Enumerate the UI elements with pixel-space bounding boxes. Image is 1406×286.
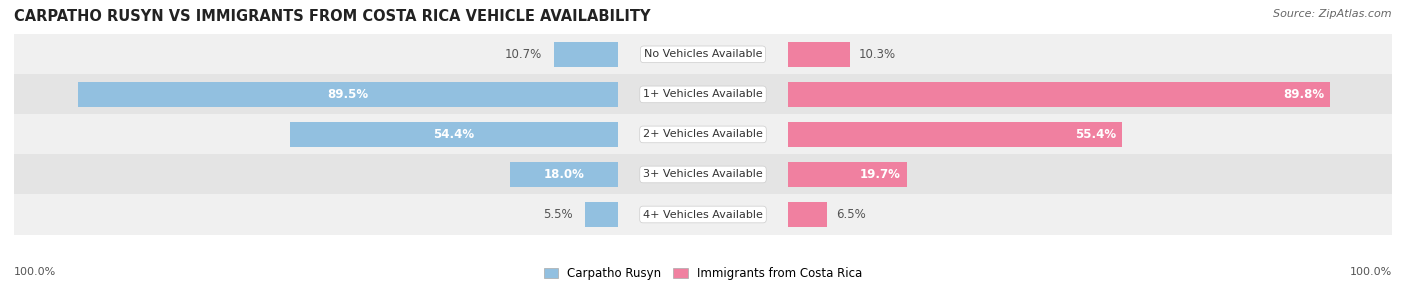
- Bar: [787, 82, 1330, 107]
- Text: 6.5%: 6.5%: [837, 208, 866, 221]
- Bar: [787, 154, 1392, 194]
- Text: 19.7%: 19.7%: [859, 168, 901, 181]
- Bar: [585, 202, 619, 227]
- Text: 89.8%: 89.8%: [1284, 88, 1324, 101]
- Bar: [787, 194, 1392, 235]
- Bar: [554, 42, 619, 67]
- Bar: [14, 34, 619, 74]
- Text: 18.0%: 18.0%: [544, 168, 585, 181]
- Bar: [509, 162, 619, 187]
- Bar: [290, 122, 619, 147]
- Bar: [787, 162, 907, 187]
- Bar: [619, 74, 787, 114]
- Legend: Carpatho Rusyn, Immigrants from Costa Rica: Carpatho Rusyn, Immigrants from Costa Ri…: [544, 267, 862, 280]
- Bar: [619, 194, 787, 235]
- Text: Source: ZipAtlas.com: Source: ZipAtlas.com: [1274, 9, 1392, 19]
- Bar: [14, 114, 619, 154]
- Text: CARPATHO RUSYN VS IMMIGRANTS FROM COSTA RICA VEHICLE AVAILABILITY: CARPATHO RUSYN VS IMMIGRANTS FROM COSTA …: [14, 9, 651, 23]
- Bar: [787, 114, 1392, 154]
- Text: 10.3%: 10.3%: [859, 48, 896, 61]
- Text: 100.0%: 100.0%: [1350, 267, 1392, 277]
- Text: 100.0%: 100.0%: [14, 267, 56, 277]
- Text: 4+ Vehicles Available: 4+ Vehicles Available: [643, 210, 763, 219]
- Text: 1+ Vehicles Available: 1+ Vehicles Available: [643, 90, 763, 99]
- Bar: [14, 194, 619, 235]
- Bar: [619, 114, 787, 154]
- Bar: [787, 74, 1392, 114]
- Bar: [787, 42, 849, 67]
- Bar: [14, 154, 619, 194]
- Bar: [787, 34, 1392, 74]
- Text: No Vehicles Available: No Vehicles Available: [644, 49, 762, 59]
- Text: 89.5%: 89.5%: [328, 88, 368, 101]
- Bar: [619, 154, 787, 194]
- Bar: [77, 82, 619, 107]
- Text: 55.4%: 55.4%: [1076, 128, 1116, 141]
- Text: 3+ Vehicles Available: 3+ Vehicles Available: [643, 170, 763, 179]
- Bar: [787, 122, 1122, 147]
- Text: 2+ Vehicles Available: 2+ Vehicles Available: [643, 130, 763, 139]
- Bar: [619, 34, 787, 74]
- Text: 10.7%: 10.7%: [505, 48, 541, 61]
- Bar: [14, 74, 619, 114]
- Text: 54.4%: 54.4%: [433, 128, 475, 141]
- Text: 5.5%: 5.5%: [544, 208, 574, 221]
- Bar: [787, 202, 827, 227]
